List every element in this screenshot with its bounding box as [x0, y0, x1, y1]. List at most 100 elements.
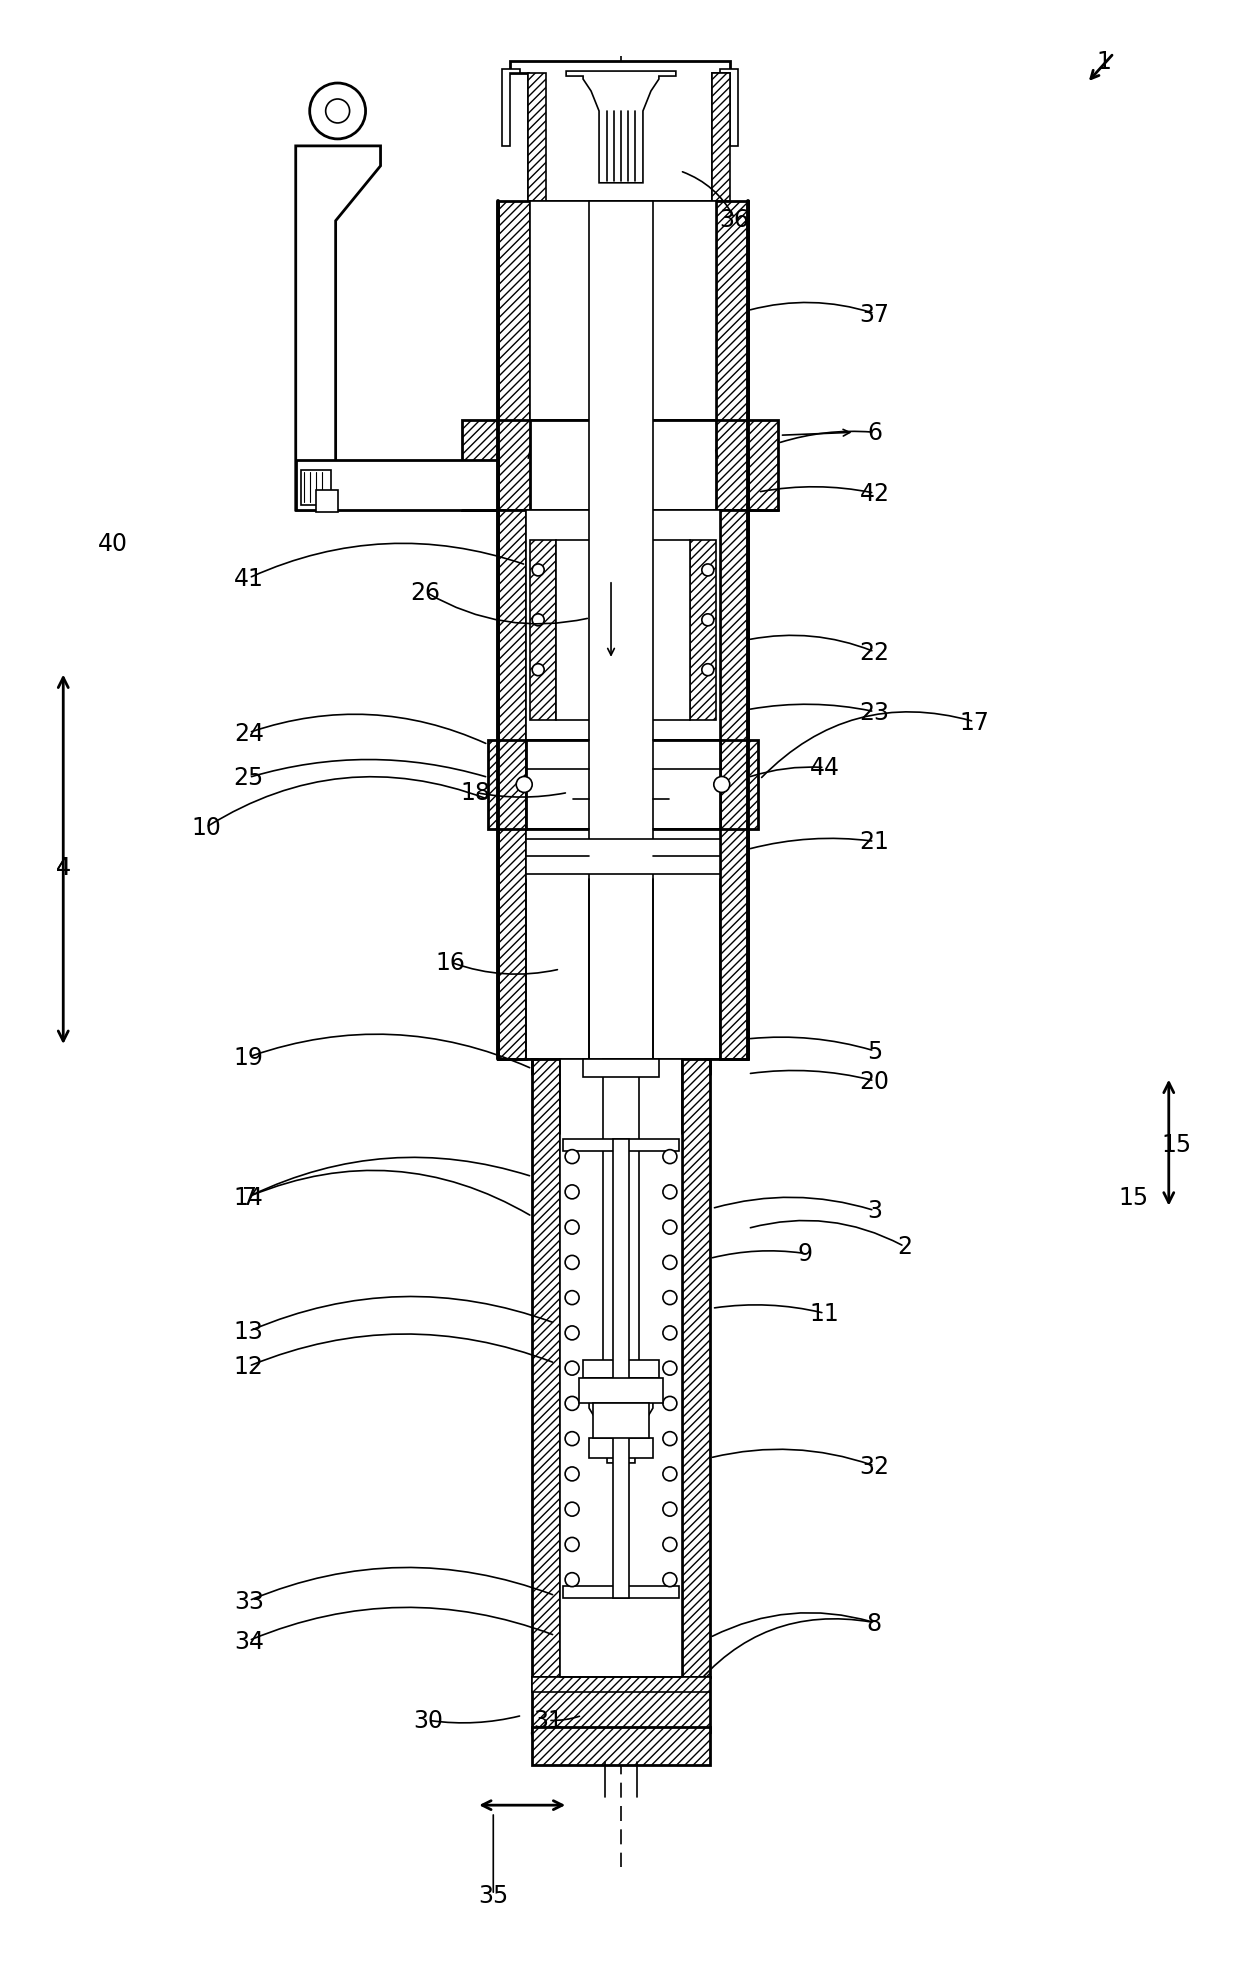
- Circle shape: [565, 1290, 579, 1304]
- Bar: [316, 491, 337, 513]
- Bar: [526, 740, 719, 831]
- Bar: [593, 1403, 649, 1438]
- Bar: [498, 511, 526, 1060]
- Bar: [560, 1060, 682, 1677]
- Circle shape: [310, 85, 366, 140]
- Polygon shape: [295, 146, 381, 511]
- Circle shape: [565, 1432, 579, 1446]
- Polygon shape: [567, 73, 676, 183]
- Bar: [463, 420, 777, 511]
- Circle shape: [516, 777, 532, 793]
- Circle shape: [714, 777, 730, 793]
- Circle shape: [663, 1186, 677, 1200]
- Circle shape: [565, 1501, 579, 1517]
- Circle shape: [702, 665, 714, 677]
- Circle shape: [565, 1572, 579, 1586]
- Circle shape: [663, 1221, 677, 1235]
- Bar: [532, 1677, 709, 1693]
- Bar: [531, 541, 557, 720]
- Circle shape: [565, 1397, 579, 1411]
- Circle shape: [565, 1468, 579, 1482]
- Circle shape: [565, 1255, 579, 1271]
- Text: 22: 22: [859, 641, 889, 665]
- Circle shape: [565, 1186, 579, 1200]
- Bar: [557, 541, 689, 720]
- Circle shape: [532, 665, 544, 677]
- Circle shape: [663, 1501, 677, 1517]
- Bar: [583, 1361, 658, 1379]
- Circle shape: [663, 1150, 677, 1164]
- Bar: [715, 201, 748, 452]
- Bar: [603, 1060, 639, 1379]
- Text: 11: 11: [810, 1302, 839, 1326]
- Bar: [563, 1138, 678, 1150]
- Text: 34: 34: [234, 1628, 264, 1653]
- Bar: [589, 201, 653, 1458]
- Circle shape: [532, 614, 544, 627]
- Text: 8: 8: [867, 1610, 882, 1636]
- Text: 1: 1: [1096, 49, 1111, 75]
- Text: 31: 31: [533, 1709, 563, 1732]
- Bar: [498, 201, 531, 452]
- Bar: [682, 1060, 709, 1677]
- Bar: [579, 1379, 663, 1403]
- Text: 3: 3: [867, 1200, 882, 1223]
- Text: 17: 17: [960, 710, 990, 734]
- Bar: [712, 75, 730, 201]
- Text: 42: 42: [859, 481, 889, 505]
- Text: 33: 33: [234, 1588, 264, 1612]
- Text: 19: 19: [234, 1046, 264, 1069]
- Text: 6: 6: [867, 420, 882, 446]
- Polygon shape: [589, 1379, 653, 1464]
- Text: 35: 35: [479, 1882, 508, 1908]
- Circle shape: [663, 1468, 677, 1482]
- Text: 13: 13: [234, 1320, 264, 1344]
- Circle shape: [702, 564, 714, 576]
- Polygon shape: [502, 69, 521, 146]
- Circle shape: [565, 1221, 579, 1235]
- Bar: [532, 1728, 709, 1766]
- Bar: [301, 472, 331, 505]
- Text: 7: 7: [242, 1186, 257, 1209]
- Text: 40: 40: [98, 533, 128, 556]
- Circle shape: [565, 1361, 579, 1375]
- Circle shape: [663, 1326, 677, 1340]
- Circle shape: [663, 1537, 677, 1551]
- Text: 32: 32: [859, 1454, 889, 1478]
- Circle shape: [663, 1397, 677, 1411]
- Text: 15: 15: [1118, 1186, 1149, 1209]
- Circle shape: [663, 1290, 677, 1304]
- Circle shape: [565, 1150, 579, 1164]
- Text: 41: 41: [234, 566, 264, 590]
- Circle shape: [663, 1255, 677, 1271]
- Bar: [589, 1438, 653, 1458]
- Circle shape: [565, 1537, 579, 1551]
- Text: 4: 4: [56, 856, 71, 880]
- Text: 44: 44: [810, 756, 839, 779]
- Polygon shape: [295, 462, 498, 511]
- Text: 21: 21: [859, 831, 889, 854]
- Text: 10: 10: [191, 817, 221, 840]
- Text: 24: 24: [234, 722, 264, 746]
- Circle shape: [663, 1361, 677, 1375]
- Bar: [489, 740, 526, 831]
- Bar: [719, 740, 758, 831]
- Text: 30: 30: [413, 1709, 444, 1732]
- Circle shape: [702, 614, 714, 627]
- Bar: [583, 1060, 658, 1077]
- Text: 15: 15: [1162, 1133, 1192, 1156]
- Text: 4: 4: [56, 856, 71, 880]
- Text: 5: 5: [867, 1040, 882, 1063]
- Bar: [526, 840, 719, 874]
- Text: 26: 26: [410, 580, 440, 604]
- Bar: [531, 420, 715, 511]
- Bar: [532, 1677, 709, 1732]
- Circle shape: [663, 1572, 677, 1586]
- Text: 12: 12: [234, 1353, 264, 1379]
- Bar: [526, 511, 719, 1060]
- Bar: [528, 75, 546, 201]
- Text: 25: 25: [233, 766, 264, 789]
- Circle shape: [532, 564, 544, 576]
- Bar: [613, 1138, 629, 1598]
- Text: 14: 14: [234, 1186, 264, 1209]
